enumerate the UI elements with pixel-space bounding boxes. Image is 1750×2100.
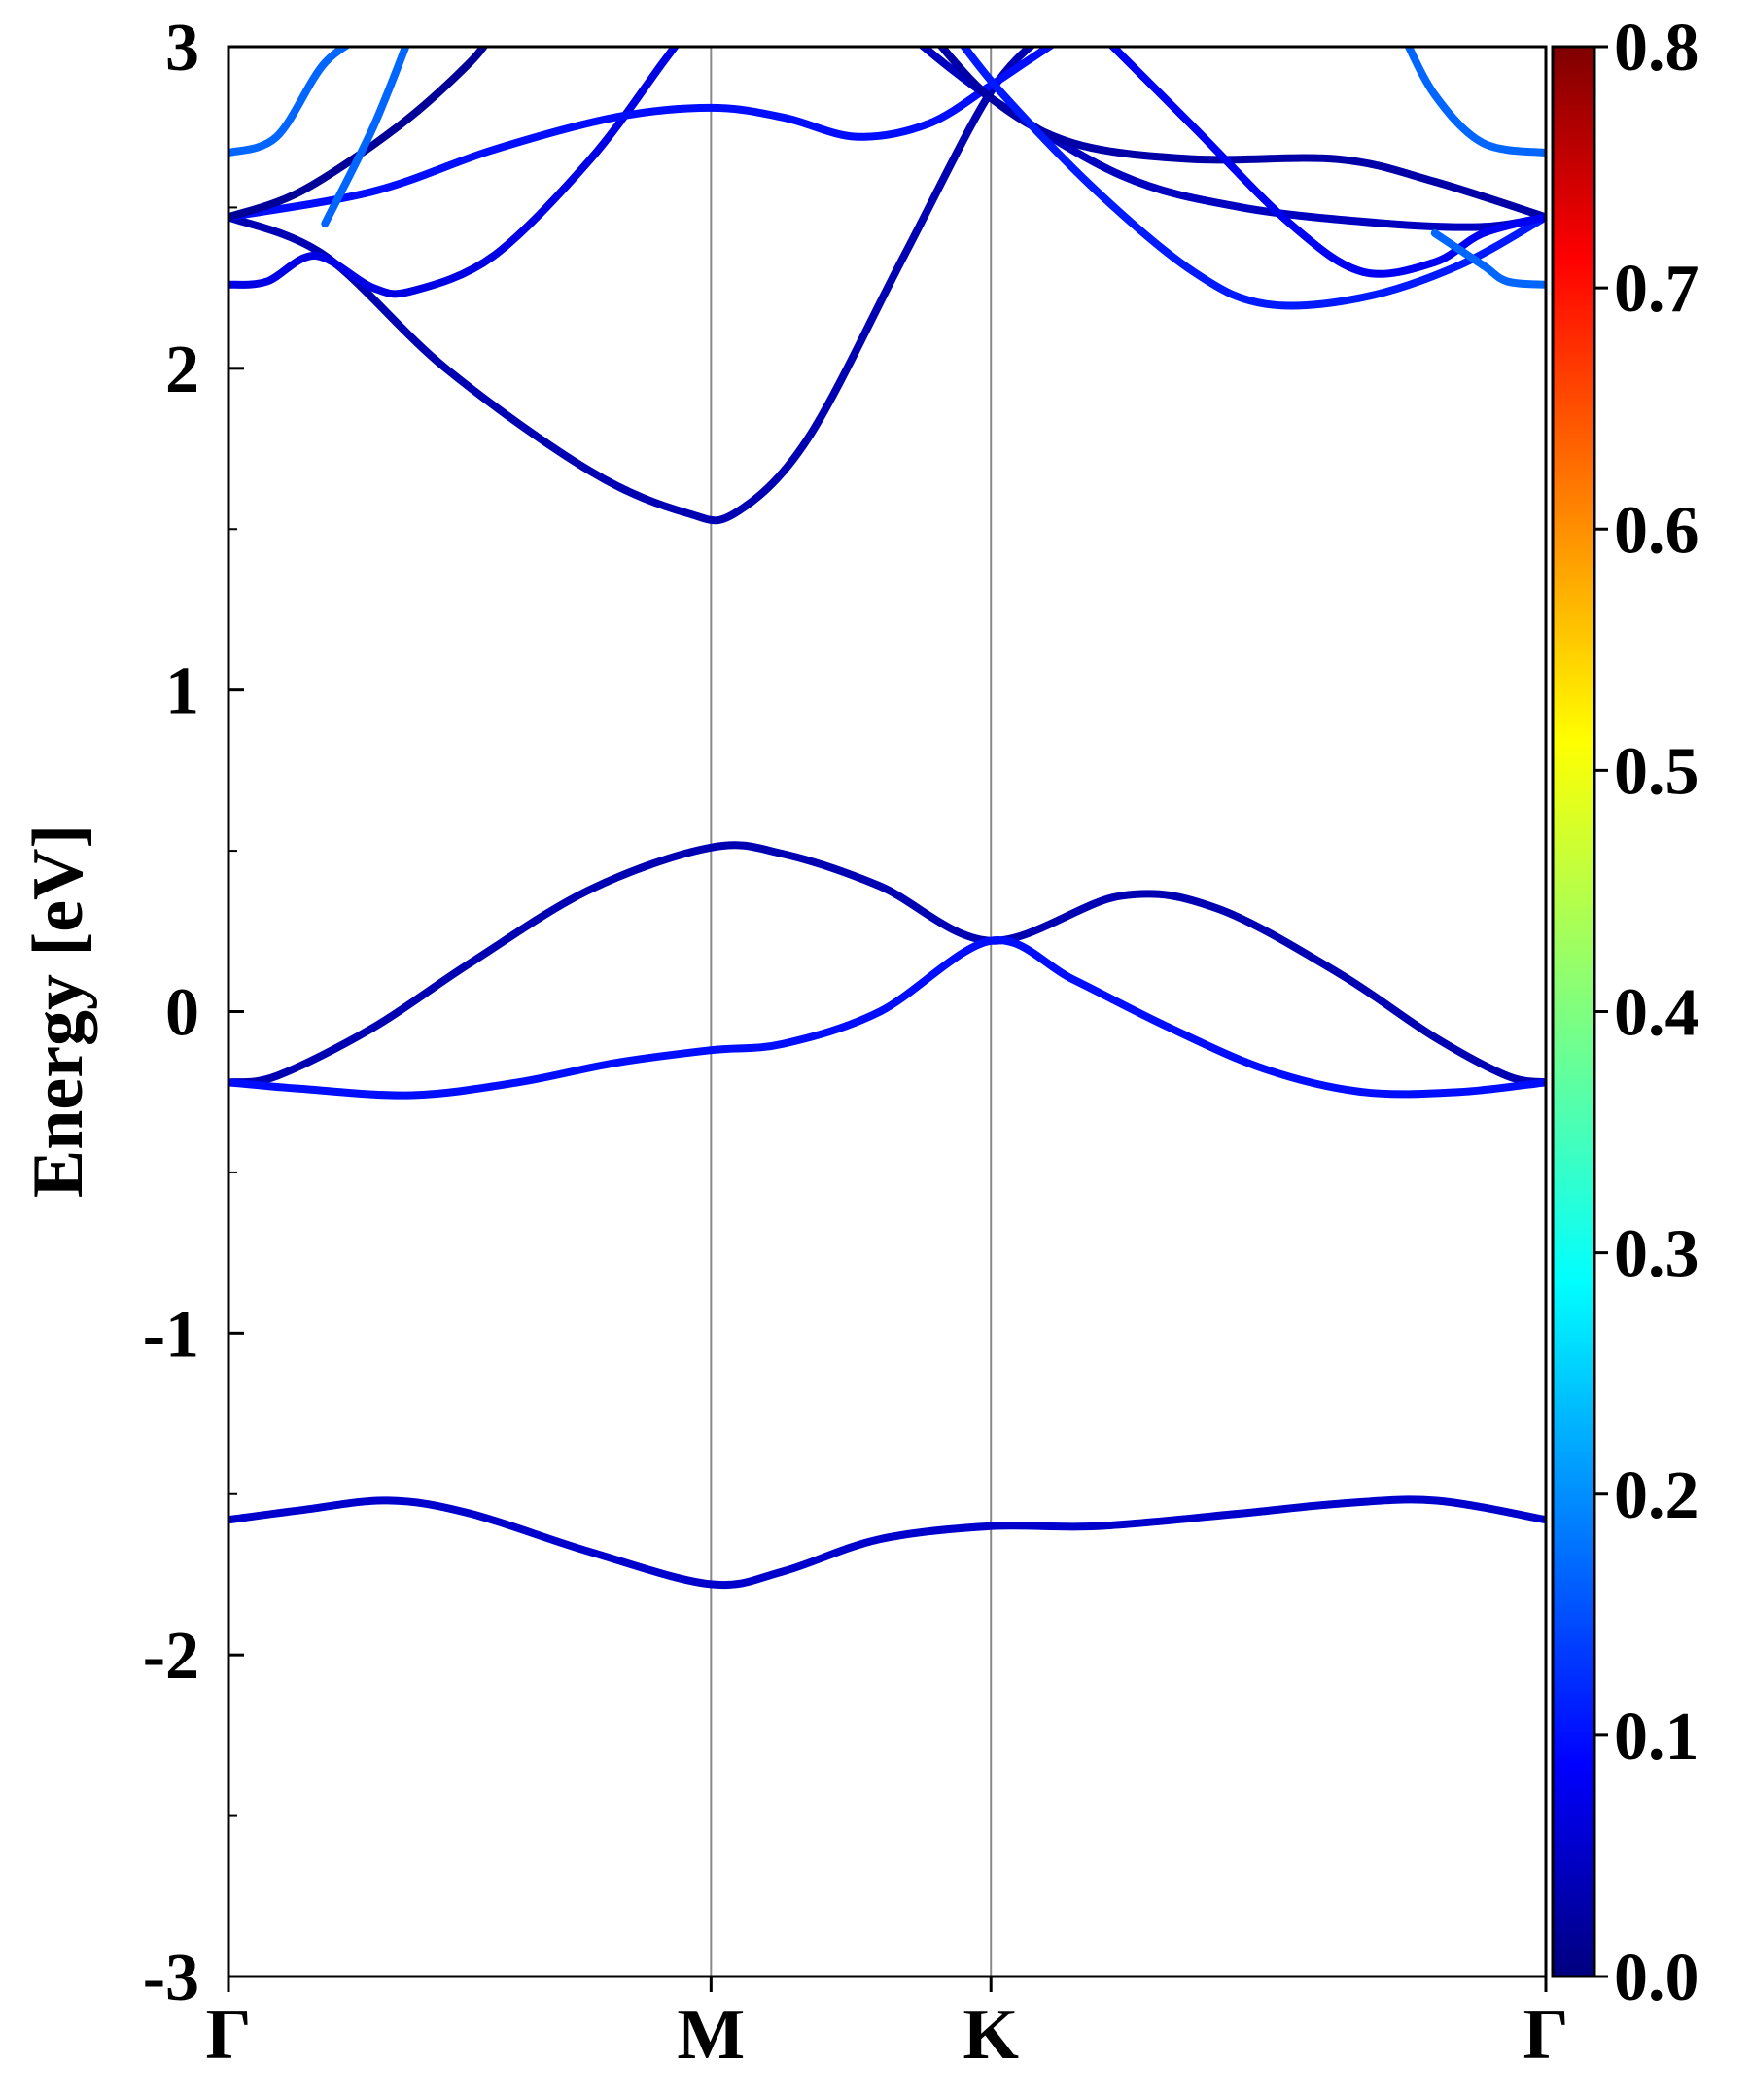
colorbar-tick-label: 0.8 xyxy=(1614,11,1699,86)
colorbar-tick-label: 0.0 xyxy=(1614,1941,1699,2015)
colorbar-tick-label: 0.5 xyxy=(1614,734,1699,809)
band-5 xyxy=(228,47,681,298)
y-tick-label: -1 xyxy=(143,1297,199,1372)
colorbar xyxy=(1551,45,1596,1978)
k-point-label: Γ xyxy=(1522,1995,1568,2075)
y-tick-label: 3 xyxy=(165,11,199,86)
band-lines xyxy=(228,47,1546,1590)
high-symmetry-lines xyxy=(710,47,993,1977)
colorbar-tick-label: 0.6 xyxy=(1614,493,1699,568)
y-tick-label: -3 xyxy=(143,1941,199,2015)
colorbar-tick-label: 0.7 xyxy=(1614,252,1699,327)
band-6 xyxy=(228,47,1057,222)
y-axis-label: Energy [eV] xyxy=(18,824,98,1198)
band-11 xyxy=(936,47,1546,222)
y-tick-label: -2 xyxy=(143,1619,199,1694)
y-tick-label: 0 xyxy=(165,976,199,1051)
band-14 xyxy=(1404,47,1546,158)
k-point-label: Γ xyxy=(205,1995,251,2075)
band-1 xyxy=(228,1495,1546,1590)
band-9 xyxy=(321,47,410,228)
colorbar-tick-label: 0.4 xyxy=(1614,976,1699,1051)
colorbar-tick-label: 0.2 xyxy=(1614,1458,1699,1533)
y-tick-label: 2 xyxy=(165,332,199,407)
y-tick-label: 1 xyxy=(165,654,199,729)
band-12 xyxy=(959,47,1546,310)
band-7 xyxy=(228,47,489,222)
y-axis-ticks: -3 -2 -1 0 1 2 3 xyxy=(143,11,244,2015)
band-3 xyxy=(228,936,1546,1100)
band-8 xyxy=(228,47,353,158)
band-15 xyxy=(1430,228,1546,289)
band-2 xyxy=(228,841,1546,1087)
band-13 xyxy=(1107,47,1546,278)
colorbar-tick-label: 0.3 xyxy=(1614,1217,1699,1292)
colorbar-ticks: 0.0 0.1 0.2 0.3 0.4 0.5 0.6 0.7 0.8 xyxy=(1594,11,1699,2015)
k-point-label: M xyxy=(677,1995,745,2075)
band-4 xyxy=(228,47,1036,525)
colorbar-tick-label: 0.1 xyxy=(1614,1699,1699,1774)
k-point-label: K xyxy=(962,1995,1019,2075)
band-10 xyxy=(917,47,1546,231)
